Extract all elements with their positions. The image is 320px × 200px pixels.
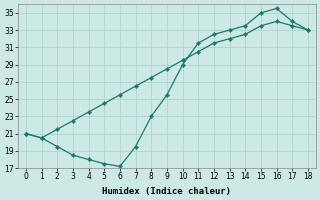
X-axis label: Humidex (Indice chaleur): Humidex (Indice chaleur) [102,187,231,196]
